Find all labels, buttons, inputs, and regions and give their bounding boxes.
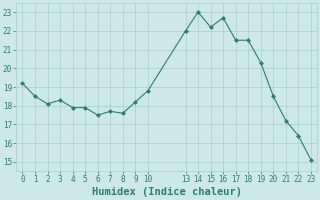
X-axis label: Humidex (Indice chaleur): Humidex (Indice chaleur) <box>92 187 242 197</box>
